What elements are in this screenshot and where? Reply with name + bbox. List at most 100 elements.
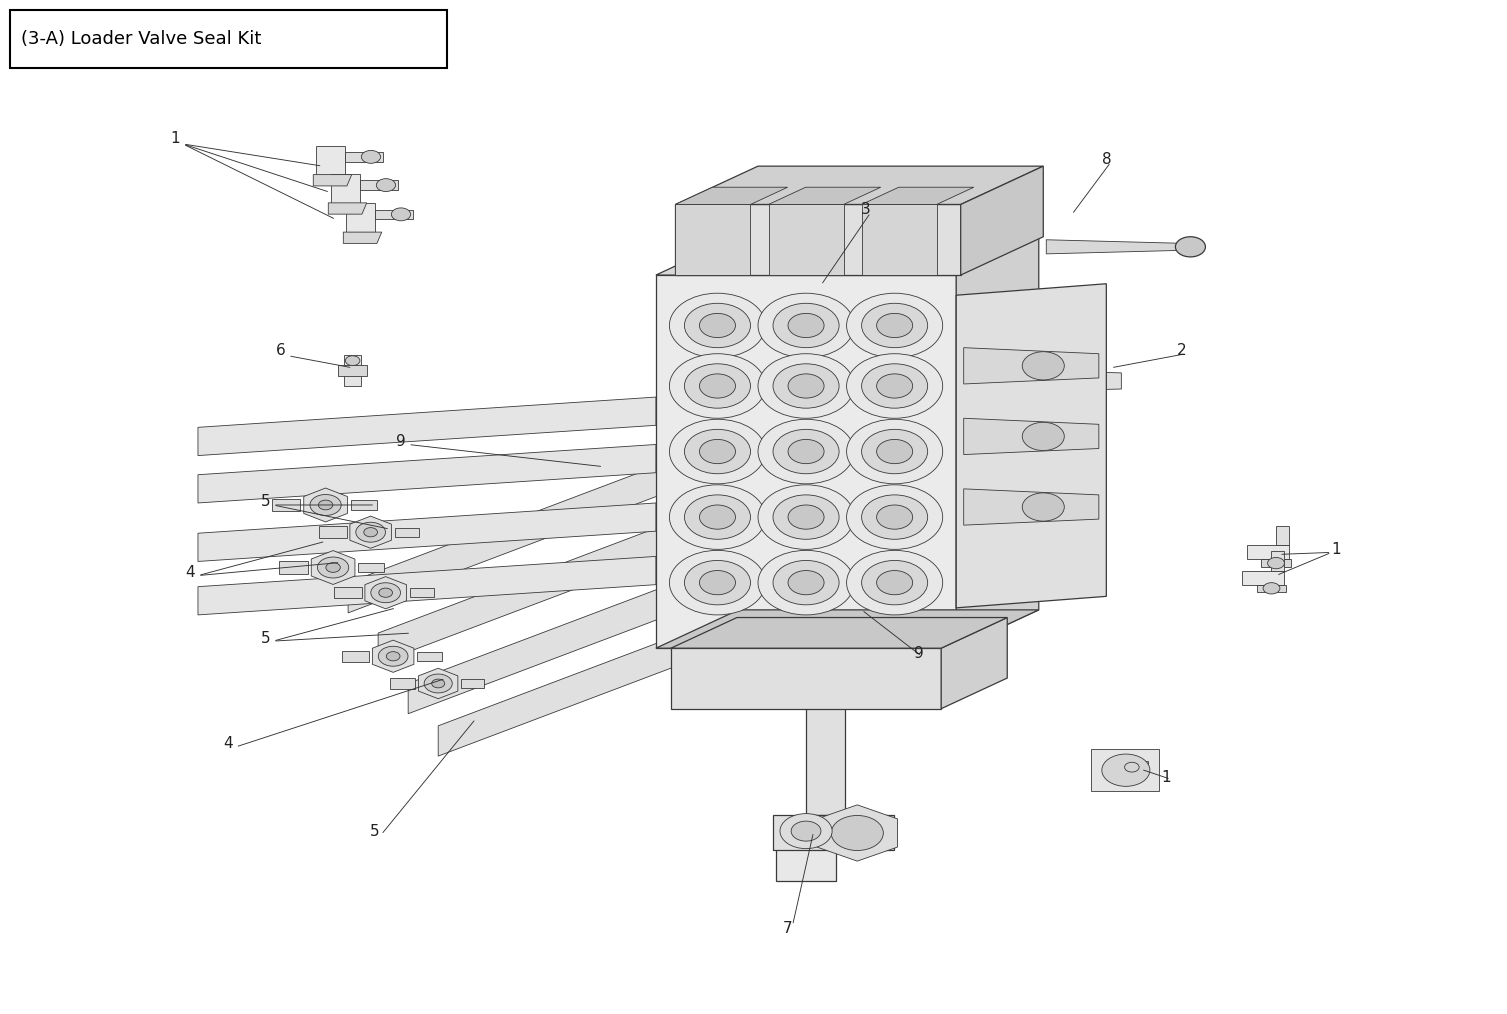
Circle shape — [345, 356, 360, 366]
Circle shape — [684, 303, 750, 348]
Circle shape — [684, 495, 750, 539]
Circle shape — [1267, 558, 1284, 569]
Circle shape — [310, 495, 341, 515]
Circle shape — [356, 522, 386, 542]
Polygon shape — [395, 527, 419, 536]
Circle shape — [684, 429, 750, 474]
Circle shape — [1124, 763, 1139, 772]
Polygon shape — [312, 551, 356, 584]
Polygon shape — [344, 232, 381, 243]
Polygon shape — [408, 502, 889, 714]
Circle shape — [773, 429, 839, 474]
FancyBboxPatch shape — [11, 10, 448, 68]
Polygon shape — [351, 500, 377, 510]
Circle shape — [877, 374, 913, 399]
Circle shape — [862, 429, 928, 474]
Circle shape — [386, 652, 399, 661]
Polygon shape — [378, 451, 859, 663]
Polygon shape — [817, 805, 898, 861]
Circle shape — [847, 551, 943, 614]
Polygon shape — [769, 205, 844, 275]
Circle shape — [684, 364, 750, 409]
Polygon shape — [957, 284, 1106, 607]
Text: 1: 1 — [1331, 541, 1341, 557]
Polygon shape — [348, 402, 829, 612]
Circle shape — [377, 178, 395, 192]
Circle shape — [788, 571, 824, 595]
Text: 5: 5 — [371, 824, 380, 840]
Polygon shape — [360, 180, 398, 190]
Polygon shape — [350, 516, 392, 549]
Polygon shape — [773, 815, 895, 850]
Circle shape — [363, 527, 377, 536]
Circle shape — [832, 815, 883, 851]
Circle shape — [669, 354, 766, 418]
Polygon shape — [806, 648, 845, 814]
Circle shape — [877, 313, 913, 338]
Circle shape — [788, 313, 824, 338]
Circle shape — [1102, 754, 1150, 786]
Polygon shape — [461, 679, 484, 687]
Polygon shape — [319, 526, 347, 538]
Circle shape — [758, 485, 854, 550]
Circle shape — [847, 293, 943, 358]
Circle shape — [1022, 422, 1064, 450]
Polygon shape — [345, 203, 375, 232]
Circle shape — [378, 588, 392, 597]
Text: 4: 4 — [223, 736, 232, 751]
Polygon shape — [279, 562, 307, 574]
Polygon shape — [335, 587, 362, 598]
Polygon shape — [197, 557, 656, 614]
Polygon shape — [963, 348, 1099, 384]
Polygon shape — [1261, 560, 1290, 567]
Polygon shape — [359, 563, 384, 572]
Polygon shape — [419, 668, 458, 699]
Polygon shape — [439, 545, 919, 756]
Polygon shape — [963, 489, 1099, 525]
Polygon shape — [960, 166, 1043, 275]
Text: 1: 1 — [170, 132, 181, 146]
Circle shape — [669, 293, 766, 358]
Polygon shape — [271, 499, 300, 511]
Circle shape — [1022, 493, 1064, 521]
Polygon shape — [1276, 525, 1288, 546]
Circle shape — [862, 561, 928, 604]
Circle shape — [684, 561, 750, 604]
Circle shape — [423, 674, 452, 693]
Polygon shape — [1257, 585, 1285, 592]
Polygon shape — [342, 651, 369, 662]
Polygon shape — [656, 236, 1038, 275]
Polygon shape — [1242, 571, 1284, 585]
Circle shape — [699, 439, 735, 463]
Text: 2: 2 — [1177, 343, 1186, 358]
Circle shape — [781, 813, 832, 849]
Text: 5: 5 — [261, 631, 270, 646]
Text: 6: 6 — [276, 343, 285, 358]
Polygon shape — [330, 173, 360, 203]
Polygon shape — [365, 577, 407, 608]
Polygon shape — [963, 418, 1099, 454]
Polygon shape — [410, 588, 434, 597]
Circle shape — [788, 374, 824, 399]
Circle shape — [326, 563, 341, 572]
Polygon shape — [675, 205, 750, 275]
Polygon shape — [942, 618, 1007, 709]
Circle shape — [1175, 236, 1206, 257]
Polygon shape — [675, 166, 1043, 205]
Polygon shape — [776, 831, 836, 881]
Circle shape — [791, 821, 821, 842]
Circle shape — [773, 303, 839, 348]
Polygon shape — [1091, 749, 1159, 791]
Circle shape — [862, 364, 928, 409]
Circle shape — [847, 419, 943, 484]
Polygon shape — [1115, 760, 1148, 774]
Polygon shape — [963, 369, 1121, 393]
Polygon shape — [957, 236, 1038, 648]
Text: 3: 3 — [860, 202, 871, 217]
Circle shape — [371, 583, 401, 602]
Text: 1: 1 — [1162, 770, 1171, 785]
Polygon shape — [304, 488, 348, 522]
Circle shape — [862, 495, 928, 539]
Circle shape — [378, 646, 408, 666]
Polygon shape — [338, 365, 368, 376]
